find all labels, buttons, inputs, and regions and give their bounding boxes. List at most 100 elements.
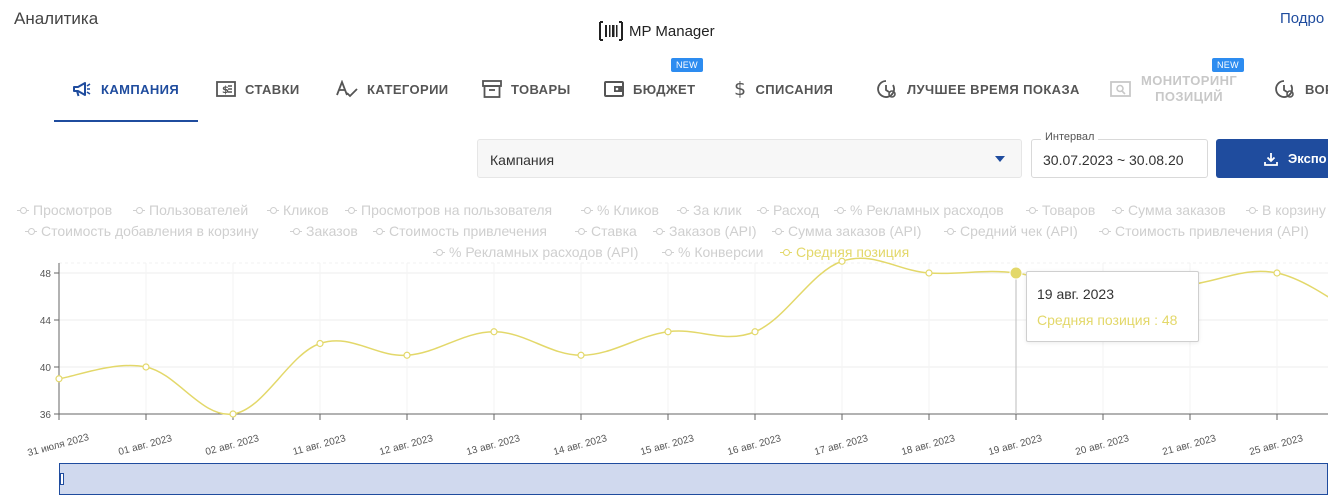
legend-label: Ставка [591, 223, 637, 239]
legend-label: За клик [693, 202, 742, 218]
legend-marker-icon [772, 227, 784, 235]
tab-categories[interactable]: КАТЕГОРИИ [336, 56, 449, 122]
legend-marker-icon [575, 227, 587, 235]
interval-label: Интервал [1041, 131, 1099, 143]
legend-item[interactable]: Расход [757, 202, 819, 218]
legend-item[interactable]: Средняя позиция [780, 244, 909, 260]
legend-item[interactable]: Стоимость привлечения (API) [1099, 223, 1309, 239]
x-tick-label: 17 авг. 2023 [813, 433, 869, 458]
legend-item[interactable]: Стоимость привлечения [373, 223, 547, 239]
x-tick-label: 21 авг. 2023 [1161, 433, 1217, 458]
legend-item[interactable]: Сумма заказов (API) [772, 223, 921, 239]
x-tick-label: 19 авг. 2023 [987, 433, 1043, 458]
legend-item[interactable]: Кликов [267, 202, 329, 218]
new-badge: NEW [671, 58, 703, 72]
legend-item[interactable]: % Кликов [581, 202, 659, 218]
megaphone-icon [73, 82, 91, 97]
legend-item[interactable]: Ставка [575, 223, 637, 239]
tab-label: ТОВАРЫ [511, 81, 571, 97]
legend-item[interactable]: % Конверсии [662, 244, 764, 260]
tooltip-date: 19 авг. 2023 [1037, 286, 1115, 302]
legend-item[interactable]: Заказов (API) [653, 223, 757, 239]
x-tick-label: 02 авг. 2023 [204, 433, 260, 458]
tab-products[interactable]: ТОВАРЫ [482, 56, 571, 122]
tab-label: БЮДЖЕТ [633, 81, 696, 97]
legend-item[interactable]: % Рекламных расходов [834, 202, 1004, 218]
legend-item[interactable]: В корзину [1246, 202, 1326, 218]
interval-value: 30.07.2023 ~ 30.08.20 [1043, 152, 1184, 168]
legend-marker-icon [757, 206, 769, 214]
tab-label: КАТЕГОРИИ [367, 81, 449, 97]
data-point [55, 375, 63, 383]
help-link[interactable]: Подро [1280, 10, 1325, 27]
x-tick-label: 18 авг. 2023 [900, 433, 956, 458]
legend-item[interactable]: % Рекламных расходов (API) [433, 244, 638, 260]
legend-marker-icon [345, 206, 357, 214]
export-button[interactable]: Экспо [1216, 139, 1328, 178]
clock-gear-icon [1275, 80, 1294, 98]
svg-text:$: $ [222, 85, 229, 96]
select-value: Кампания [490, 152, 555, 168]
tooltip-value: Средняя позиция : 48 [1037, 312, 1178, 328]
legend-item[interactable]: Стоимость добавления в корзину [25, 223, 259, 239]
tab-charges[interactable]: $ СПИСАНИЯ [734, 56, 833, 122]
legend-marker-icon [653, 227, 665, 235]
x-tick-label: 01 авг. 2023 [117, 433, 173, 458]
legend-item[interactable]: Просмотров на пользователя [345, 202, 552, 218]
legend-row-3: % Рекламных расходов (API) % Конверсии Сре… [0, 244, 1328, 264]
data-point-highlight [1009, 266, 1023, 280]
x-tick-label: 14 авг. 2023 [552, 433, 608, 458]
legend-item[interactable]: Заказов [290, 223, 358, 239]
interval-field[interactable]: 30.07.2023 ~ 30.08.20 [1031, 139, 1208, 178]
data-point [316, 339, 324, 348]
x-tick-label: 25 авг. 2023 [1248, 433, 1304, 458]
legend-label: % Конверсии [678, 244, 764, 260]
legend-label: Просмотров на пользователя [361, 202, 553, 218]
tab-label-line1: МОНИТОРИНГ [1141, 73, 1238, 88]
data-point [925, 269, 933, 277]
legend-label: % Кликов [597, 202, 659, 218]
x-tick-label: 11 авг. 2023 [292, 433, 348, 458]
legend-label: Средний чек (API) [960, 223, 1078, 239]
box-icon [482, 80, 502, 98]
x-tick-label: 31 июля 2023 [26, 432, 90, 459]
tab-budget[interactable]: БЮДЖЕТ [604, 56, 695, 122]
legend-label: Заказов (API) [669, 223, 757, 239]
legend-item[interactable]: Средний чек (API) [944, 223, 1078, 239]
zoom-slider[interactable] [59, 463, 1328, 495]
tab-campaign[interactable]: КАМПАНИЯ [72, 56, 179, 122]
legend-item[interactable]: Просмотров [17, 202, 112, 218]
barcode-icon [599, 21, 623, 41]
y-tick-label: 36 [40, 410, 52, 421]
tab-bids[interactable]: $ СТАВКИ [216, 56, 300, 122]
logo-text: MP Manager [629, 22, 715, 40]
y-tick-label: 40 [40, 363, 52, 374]
legend-item[interactable]: За клик [677, 202, 742, 218]
data-point [838, 257, 846, 265]
wallet-icon [604, 81, 624, 97]
legend-marker-icon [25, 227, 37, 235]
campaign-select[interactable]: Кампания [477, 139, 1022, 178]
legend-item[interactable]: Товаров [1026, 202, 1095, 218]
x-tick-label: 20 авг. 2023 [1074, 433, 1130, 458]
legend-marker-icon [1246, 206, 1258, 214]
legend-label: % Рекламных расходов (API) [449, 244, 639, 260]
tooltip: 19 авг. 2023 Средняя позиция : 48 [1026, 271, 1199, 342]
tab-position-monitoring[interactable]: МОНИТОРИНГ ПОЗИЦИЙ [1110, 56, 1237, 122]
data-point [142, 363, 150, 371]
legend-marker-icon [1099, 227, 1111, 235]
legend-item[interactable]: Сумма заказов [1112, 202, 1226, 218]
search-monitor-icon [1110, 81, 1131, 97]
legend-marker-icon [1112, 206, 1124, 214]
legend-label: Стоимость привлечения (API) [1115, 223, 1309, 239]
tab-more[interactable]: ВОР [1274, 56, 1328, 122]
zoom-handle[interactable] [60, 473, 64, 485]
tab-best-time[interactable]: ЛУЧШЕЕ ВРЕМЯ ПОКАЗА [876, 56, 1080, 122]
logo: MP Manager [598, 20, 715, 42]
legend-marker-icon [433, 248, 445, 256]
legend-label: % Рекламных расходов [850, 202, 1004, 218]
legend-marker-icon [944, 227, 956, 235]
data-point [403, 351, 411, 359]
tab-label: ВОР [1305, 81, 1328, 97]
legend-item[interactable]: Пользователей [133, 202, 248, 218]
